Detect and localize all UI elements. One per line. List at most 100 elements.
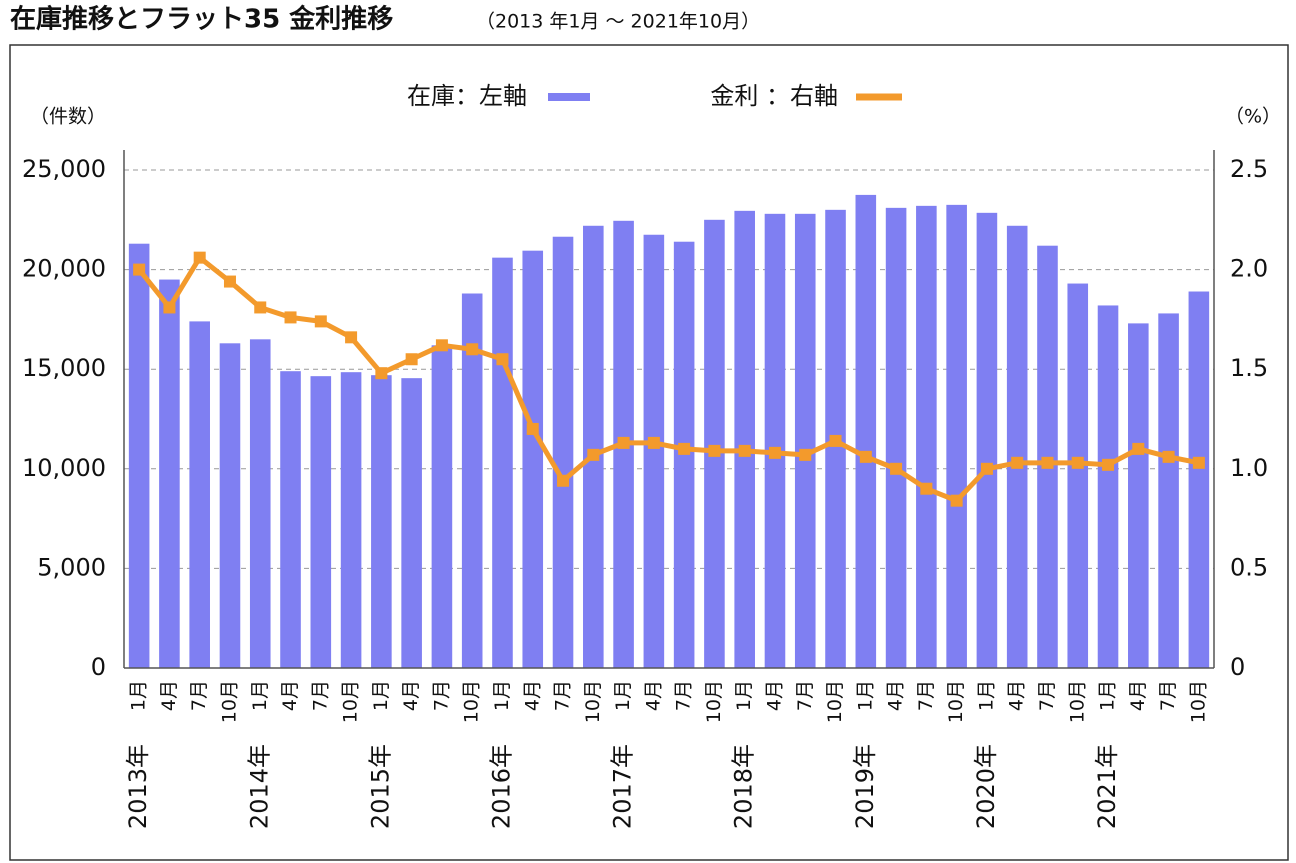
y2-tick-label: 1.5 [1230,354,1268,382]
bar [885,207,907,668]
x-tick-label: 10月 [1066,680,1088,723]
x-tick-label: 10月 [582,680,604,723]
line-marker [980,462,993,475]
line-marker [1102,458,1115,471]
year-label: 2021年 [1093,744,1121,829]
chart-title: 在庫推移とフラット35 金利推移 [10,4,393,35]
bar [1097,305,1119,668]
line-marker [617,436,630,449]
line-marker [587,448,600,461]
x-tick-label: 10月 [945,680,967,723]
bar [643,234,665,669]
y-tick-label: 10,000 [22,454,106,482]
year-label: 2017年 [609,744,637,829]
bar [249,339,271,668]
x-tick-label: 4月 [521,680,543,711]
line-marker [1132,442,1145,455]
x-tick-label: 1月 [128,680,150,711]
x-tick-label: 1月 [733,680,755,711]
line-marker [1162,450,1175,463]
y2-tick-label: 0.5 [1230,553,1268,581]
year-label: 2016年 [487,744,515,829]
x-tick-label: 7月 [1157,680,1179,711]
bar [855,194,877,668]
bar [916,205,937,668]
bar [431,345,453,668]
bar [794,213,816,668]
bar [552,236,574,668]
line-marker [163,301,176,314]
year-label: 2020年 [972,744,1000,829]
bar [704,219,725,669]
line-marker [223,275,236,288]
line-marker [345,331,358,344]
x-tick-label: 7月 [552,680,574,711]
line-marker [647,436,660,449]
bar [1006,225,1028,668]
line-marker [133,263,146,276]
line-marker [526,422,539,435]
bar [371,375,392,668]
x-tick-label: 1月 [491,680,513,711]
line-marker [678,442,691,455]
x-tick-label: 7月 [794,680,816,711]
y-tick-label: 20,000 [22,255,106,283]
x-tick-label: 1月 [975,680,997,711]
x-tick-label: 4月 [763,680,785,711]
line-marker [738,444,751,457]
bar [764,213,786,668]
bar [1158,313,1179,668]
chart-subtitle: （2013 年1月 〜 2021年10月） [476,11,760,33]
x-tick-label: 10月 [218,680,240,723]
line-marker [314,315,327,328]
legend-label: 在庫：左軸 [407,82,527,110]
x-tick-label: 7月 [430,680,452,711]
x-tick-label: 4月 [1127,680,1149,711]
year-label: 2014年 [245,744,273,829]
bar [128,243,150,669]
line-marker [890,462,903,475]
x-tick-label: 1月 [1097,680,1119,711]
line-marker [859,450,872,463]
y2-tick-label: 2.0 [1230,255,1268,283]
line-marker [284,311,297,324]
x-tick-label: 1月 [370,680,392,711]
x-tick-label: 10月 [340,680,362,723]
bar [189,321,210,668]
x-tick-label: 7月 [1036,680,1058,711]
bar [159,279,180,668]
bar [461,293,483,668]
bar [280,371,301,668]
legend-label: 金利 ：右軸 [710,82,838,110]
bar [583,225,604,668]
bar [219,343,241,668]
line-marker [435,339,448,352]
x-tick-label: 4月 [1006,680,1028,711]
x-tick-label: 4月 [885,680,907,711]
bar [310,376,332,668]
x-tick-label: 1月 [249,680,271,711]
y2-tick-label: 0 [1230,653,1245,681]
line-marker [466,343,479,356]
bar [734,210,755,668]
bar [401,378,422,668]
line-marker [557,474,570,487]
line-marker [920,482,933,495]
bar [1067,283,1089,668]
x-tick-label: 10月 [1187,680,1209,723]
x-tick-label: 7月 [188,680,210,711]
y2-tick-label: 1.0 [1230,454,1268,482]
line-marker [405,353,418,366]
x-tick-label: 7月 [673,680,695,711]
bar [1128,323,1149,668]
year-label: 2013年 [124,744,152,829]
line-marker [1011,456,1024,469]
y-tick-label: 25,000 [22,155,106,183]
bar [976,212,998,668]
bar [340,372,362,668]
line-marker [1041,456,1054,469]
x-tick-label: 1月 [854,680,876,711]
line-marker [375,367,388,380]
